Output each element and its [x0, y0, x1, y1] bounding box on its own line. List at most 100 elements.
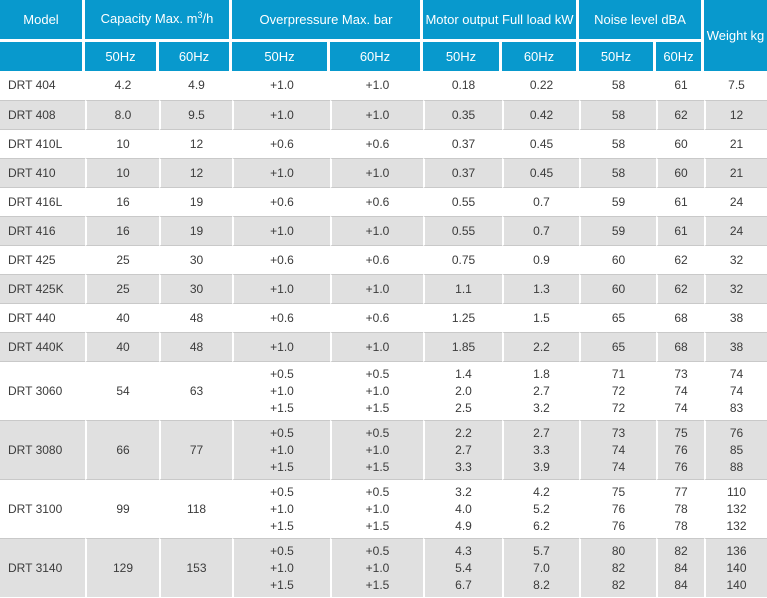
- cell-motor-60hz: 2.2: [502, 332, 580, 361]
- cell-weight: 74 74 83: [704, 361, 767, 420]
- cell-motor-50hz: 1.1: [423, 274, 503, 303]
- cell-model: DRT 440K: [0, 332, 85, 361]
- header-weight: Weight kg: [704, 0, 767, 71]
- subheader-motor-50hz: 50Hz: [423, 42, 503, 71]
- subheader-capacity-50hz: 50Hz: [85, 42, 159, 71]
- cell-noise-60hz: 61: [656, 216, 705, 245]
- table-row: DRT 408 8.0 9.5 +1.0 +1.0 0.35 0.42 58 6…: [0, 100, 767, 129]
- cell-capacity-50hz: 25: [85, 245, 159, 274]
- table-row: DRT 3140 129 153 +0.5 +1.0 +1.5 +0.5 +1.…: [0, 538, 767, 597]
- cell-motor-50hz: 0.55: [423, 187, 503, 216]
- cell-overpressure-60hz: +0.6: [330, 303, 424, 332]
- table-row: DRT 3100 99 118 +0.5 +1.0 +1.5 +0.5 +1.0…: [0, 479, 767, 538]
- cell-capacity-50hz: 4.2: [85, 71, 159, 100]
- cell-capacity-60hz: 12: [159, 129, 233, 158]
- cell-model: DRT 3080: [0, 420, 85, 479]
- header-overpressure-group: Overpressure Max. bar: [232, 0, 424, 42]
- cell-model: DRT 416: [0, 216, 85, 245]
- table-row: DRT 440 40 48 +0.6 +0.6 1.25 1.5 65 68 3…: [0, 303, 767, 332]
- cell-capacity-60hz: 48: [159, 332, 233, 361]
- cell-weight: 136 140 140: [704, 538, 767, 597]
- cell-capacity-50hz: 16: [85, 187, 159, 216]
- header-noise-group: Noise level dBA: [579, 0, 705, 42]
- cell-motor-60hz: 1.3: [502, 274, 580, 303]
- cell-motor-50hz: 0.37: [423, 129, 503, 158]
- cell-capacity-50hz: 129: [85, 538, 159, 597]
- table-body: DRT 404 4.2 4.9 +1.0 +1.0 0.18 0.22 58 6…: [0, 71, 767, 597]
- cell-motor-60hz: 0.42: [502, 100, 580, 129]
- table-row: DRT 3080 66 77 +0.5 +1.0 +1.5 +0.5 +1.0 …: [0, 420, 767, 479]
- cell-motor-50hz: 0.75: [423, 245, 503, 274]
- cell-weight: 24: [704, 216, 767, 245]
- cell-capacity-50hz: 10: [85, 129, 159, 158]
- cell-noise-60hz: 73 74 74: [656, 361, 705, 420]
- table-row: DRT 440K 40 48 +1.0 +1.0 1.85 2.2 65 68 …: [0, 332, 767, 361]
- cell-motor-50hz: 0.55: [423, 216, 503, 245]
- subheader-motor-60hz: 60Hz: [502, 42, 580, 71]
- cell-weight: 7.5: [704, 71, 767, 100]
- cell-overpressure-50hz: +0.6: [232, 187, 331, 216]
- cell-overpressure-60hz: +1.0: [330, 332, 424, 361]
- cell-capacity-60hz: 19: [159, 187, 233, 216]
- cell-weight: 32: [704, 274, 767, 303]
- cell-capacity-60hz: 30: [159, 245, 233, 274]
- cell-motor-50hz: 1.4 2.0 2.5: [423, 361, 503, 420]
- header-motor-group: Motor output Full load kW: [423, 0, 580, 42]
- cell-noise-60hz: 60: [656, 129, 705, 158]
- cell-overpressure-60hz: +0.5 +1.0 +1.5: [330, 538, 424, 597]
- cell-motor-50hz: 4.3 5.4 6.7: [423, 538, 503, 597]
- cell-capacity-60hz: 153: [159, 538, 233, 597]
- cell-noise-50hz: 75 76 76: [579, 479, 657, 538]
- cell-weight: 32: [704, 245, 767, 274]
- cell-model: DRT 410: [0, 158, 85, 187]
- cell-weight: 21: [704, 158, 767, 187]
- cell-overpressure-50hz: +0.6: [232, 129, 331, 158]
- cell-model: DRT 3060: [0, 361, 85, 420]
- cell-overpressure-50hz: +0.6: [232, 303, 331, 332]
- cell-noise-60hz: 61: [656, 187, 705, 216]
- table-row: DRT 3060 54 63 +0.5 +1.0 +1.5 +0.5 +1.0 …: [0, 361, 767, 420]
- cell-noise-50hz: 60: [579, 245, 657, 274]
- table-row: DRT 410 10 12 +1.0 +1.0 0.37 0.45 58 60 …: [0, 158, 767, 187]
- cell-capacity-50hz: 99: [85, 479, 159, 538]
- cell-motor-50hz: 1.85: [423, 332, 503, 361]
- cell-noise-50hz: 58: [579, 158, 657, 187]
- table-header: Model Capacity Max. m3/h Overpressure Ma…: [0, 0, 767, 71]
- cell-overpressure-50hz: +1.0: [232, 332, 331, 361]
- cell-overpressure-60hz: +0.5 +1.0 +1.5: [330, 420, 424, 479]
- subheader-capacity-60hz: 60Hz: [159, 42, 233, 71]
- cell-overpressure-50hz: +1.0: [232, 71, 331, 100]
- cell-noise-50hz: 60: [579, 274, 657, 303]
- cell-capacity-60hz: 63: [159, 361, 233, 420]
- cell-capacity-50hz: 40: [85, 332, 159, 361]
- cell-noise-60hz: 75 76 76: [656, 420, 705, 479]
- cell-motor-60hz: 0.22: [502, 71, 580, 100]
- cell-weight: 76 85 88: [704, 420, 767, 479]
- cell-model: DRT 408: [0, 100, 85, 129]
- cell-noise-50hz: 58: [579, 71, 657, 100]
- cell-noise-50hz: 65: [579, 332, 657, 361]
- cell-overpressure-60hz: +1.0: [330, 216, 424, 245]
- cell-motor-60hz: 0.45: [502, 129, 580, 158]
- subheader-overpressure-60hz: 60Hz: [330, 42, 424, 71]
- cell-overpressure-50hz: +0.5 +1.0 +1.5: [232, 538, 331, 597]
- cell-noise-60hz: 77 78 78: [656, 479, 705, 538]
- cell-noise-50hz: 71 72 72: [579, 361, 657, 420]
- cell-capacity-60hz: 12: [159, 158, 233, 187]
- cell-capacity-50hz: 40: [85, 303, 159, 332]
- cell-noise-50hz: 59: [579, 216, 657, 245]
- cell-noise-60hz: 60: [656, 158, 705, 187]
- cell-capacity-60hz: 19: [159, 216, 233, 245]
- header-frequency-row: 50Hz 60Hz 50Hz 60Hz 50Hz 60Hz 50Hz 60Hz: [0, 42, 767, 71]
- cell-weight: 110 132 132: [704, 479, 767, 538]
- cell-model: DRT 3100: [0, 479, 85, 538]
- cell-motor-60hz: 5.7 7.0 8.2: [502, 538, 580, 597]
- cell-noise-50hz: 58: [579, 100, 657, 129]
- cell-overpressure-60hz: +0.6: [330, 129, 424, 158]
- cell-motor-60hz: 1.5: [502, 303, 580, 332]
- cell-model: DRT 425K: [0, 274, 85, 303]
- cell-overpressure-50hz: +1.0: [232, 274, 331, 303]
- cell-capacity-50hz: 8.0: [85, 100, 159, 129]
- cell-overpressure-60hz: +1.0: [330, 71, 424, 100]
- cell-weight: 38: [704, 332, 767, 361]
